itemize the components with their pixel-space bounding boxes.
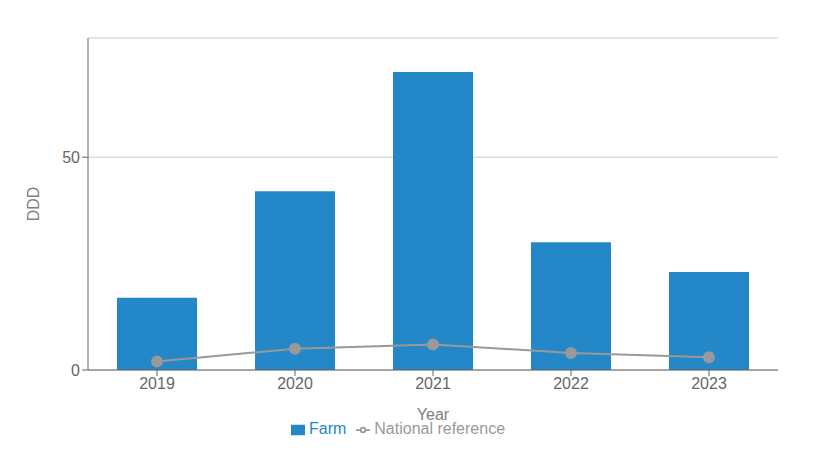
svg-text:0: 0 — [71, 362, 80, 379]
svg-text:2019: 2019 — [139, 375, 175, 392]
svg-text:DDD: DDD — [25, 187, 42, 222]
svg-text:2023: 2023 — [691, 375, 727, 392]
svg-text:50: 50 — [62, 149, 80, 166]
svg-text:Year: Year — [417, 406, 450, 423]
svg-text:2020: 2020 — [277, 375, 313, 392]
html-text:National reference: National reference — [374, 420, 505, 437]
html-text:Farm: Farm — [309, 420, 347, 437]
svg-text:2021: 2021 — [415, 375, 451, 392]
svg-text:2022: 2022 — [553, 375, 589, 392]
